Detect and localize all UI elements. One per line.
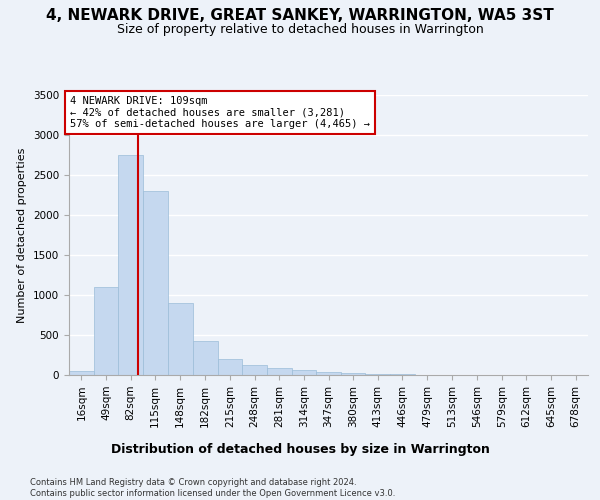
Text: Contains HM Land Registry data © Crown copyright and database right 2024.
Contai: Contains HM Land Registry data © Crown c… <box>30 478 395 498</box>
Bar <box>94 287 118 375</box>
Bar <box>167 303 193 375</box>
Bar <box>118 155 143 375</box>
Text: 4, NEWARK DRIVE, GREAT SANKEY, WARRINGTON, WA5 3ST: 4, NEWARK DRIVE, GREAT SANKEY, WARRINGTO… <box>46 8 554 22</box>
Bar <box>292 370 316 375</box>
Text: Distribution of detached houses by size in Warrington: Distribution of detached houses by size … <box>110 442 490 456</box>
Bar <box>267 368 292 375</box>
Bar <box>365 374 390 375</box>
Bar <box>341 373 365 375</box>
Y-axis label: Number of detached properties: Number of detached properties <box>17 148 28 322</box>
Bar <box>143 191 167 375</box>
Bar <box>193 340 218 375</box>
Bar <box>316 372 341 375</box>
Bar <box>390 374 415 375</box>
Bar <box>242 366 267 375</box>
Text: 4 NEWARK DRIVE: 109sqm
← 42% of detached houses are smaller (3,281)
57% of semi-: 4 NEWARK DRIVE: 109sqm ← 42% of detached… <box>70 96 370 129</box>
Text: Size of property relative to detached houses in Warrington: Size of property relative to detached ho… <box>116 22 484 36</box>
Bar <box>218 359 242 375</box>
Bar <box>69 371 94 375</box>
